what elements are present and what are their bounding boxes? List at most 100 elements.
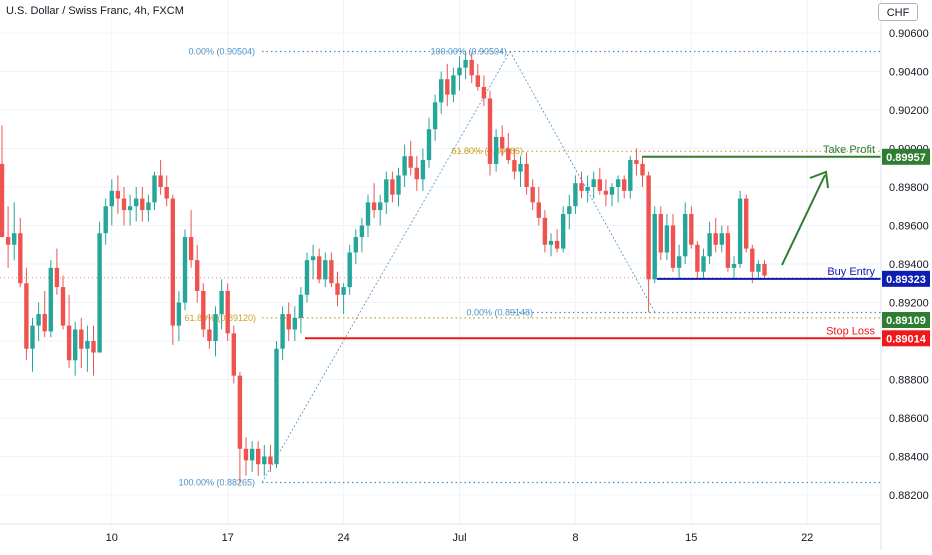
candle-body bbox=[207, 329, 212, 341]
price-tick-label: 0.90200 bbox=[889, 105, 929, 117]
candle-body bbox=[597, 179, 602, 191]
candle-body bbox=[341, 287, 346, 295]
candle-body bbox=[347, 252, 352, 288]
price-tick-label: 0.88600 bbox=[889, 413, 929, 425]
fib-level-label: 0.00% (0.90504) bbox=[188, 46, 255, 56]
price-tag-value: 0.89323 bbox=[886, 274, 926, 286]
candle-body bbox=[548, 240, 554, 245]
candle-body bbox=[323, 260, 328, 280]
candle-body bbox=[213, 314, 218, 341]
candle-body bbox=[304, 260, 310, 295]
candle-body bbox=[463, 59, 468, 68]
candle-body bbox=[36, 314, 41, 326]
fib-trend-line-up bbox=[261, 51, 511, 483]
candle-body bbox=[719, 233, 724, 245]
candle-body bbox=[353, 237, 358, 253]
candle-body bbox=[603, 190, 609, 195]
candle-body bbox=[408, 156, 413, 168]
candle-body bbox=[414, 167, 419, 180]
candle-body bbox=[396, 175, 401, 195]
projection-arrow-line bbox=[781, 174, 826, 266]
candle-body bbox=[542, 217, 548, 245]
candle-body bbox=[432, 102, 438, 130]
candle-body bbox=[652, 213, 657, 280]
candle-body bbox=[628, 160, 633, 191]
time-tick-label: 24 bbox=[337, 532, 349, 544]
candle-body bbox=[536, 202, 541, 218]
price-tick-label: 0.88800 bbox=[889, 375, 929, 387]
candle-body bbox=[109, 190, 114, 207]
candle-body bbox=[744, 198, 749, 249]
candle-body bbox=[670, 225, 676, 268]
candle-body bbox=[158, 175, 163, 187]
candle-body bbox=[329, 260, 334, 284]
candle-body bbox=[585, 187, 590, 191]
candle-body bbox=[274, 348, 279, 465]
take-profit-label: Take Profit bbox=[823, 144, 875, 156]
candle-body bbox=[225, 290, 230, 334]
candle-body bbox=[609, 187, 615, 195]
candle-body bbox=[689, 213, 694, 245]
candle-body bbox=[48, 267, 53, 332]
candle-body bbox=[24, 283, 29, 349]
candle-body bbox=[5, 237, 11, 245]
projection-arrow-head bbox=[809, 170, 829, 189]
candle-body bbox=[762, 264, 767, 276]
candle-body bbox=[402, 156, 407, 176]
price-axis[interactable]: 0.906000.904000.902000.900000.898000.896… bbox=[889, 28, 929, 502]
symbol-title: U.S. Dollar / Swiss Franc, 4h, FXCM bbox=[6, 5, 184, 17]
candle-body bbox=[615, 179, 621, 187]
candle-body bbox=[237, 375, 243, 449]
price-tag-value: 0.89957 bbox=[886, 152, 926, 164]
candle-body bbox=[146, 202, 151, 211]
candle-body bbox=[170, 198, 175, 326]
candle-body bbox=[469, 59, 474, 76]
candle-body bbox=[12, 233, 17, 245]
price-tag-value: 0.89109 bbox=[886, 315, 926, 327]
candle-body bbox=[91, 341, 96, 353]
candle-body bbox=[390, 179, 395, 195]
candles bbox=[0, 51, 881, 484]
price-tag-box bbox=[882, 330, 930, 347]
price-tick-label: 0.89200 bbox=[889, 298, 929, 310]
candle-body bbox=[182, 237, 188, 303]
candle-body bbox=[640, 163, 645, 176]
currency-button[interactable]: CHF bbox=[878, 3, 918, 21]
price-tick-label: 0.89800 bbox=[889, 182, 929, 194]
fib-level-label: 61.80% (0.89986) bbox=[451, 146, 523, 156]
candle-body bbox=[457, 67, 462, 76]
candle-body bbox=[30, 325, 35, 349]
time-tick-label: 10 bbox=[106, 532, 118, 544]
candle-body bbox=[292, 317, 297, 330]
candle-body bbox=[298, 294, 304, 318]
grid-lines bbox=[0, 0, 881, 524]
time-axis[interactable]: 10 17 24 Jul 8 15 22 bbox=[106, 532, 814, 544]
buy-entry-label: Buy Entry bbox=[827, 266, 875, 278]
candle-body bbox=[42, 314, 47, 332]
candle-body bbox=[695, 244, 700, 272]
candle-body bbox=[737, 198, 743, 264]
candle-body bbox=[97, 233, 102, 353]
time-tick-label: 8 bbox=[572, 532, 578, 544]
candle-body bbox=[66, 325, 72, 361]
candle-body bbox=[713, 233, 718, 245]
price-tick-label: 0.90400 bbox=[889, 67, 929, 79]
candle-body bbox=[378, 202, 383, 211]
candle-body bbox=[426, 129, 432, 161]
candle-body bbox=[60, 287, 66, 326]
candle-body bbox=[286, 314, 291, 330]
price-axis-labels: 0.89957 0.89323 0.89014 0.89109 bbox=[882, 148, 930, 347]
price-tick-label: 0.89600 bbox=[889, 221, 929, 233]
stop-loss-label: Stop Loss bbox=[826, 325, 875, 337]
candle-body bbox=[384, 179, 389, 203]
candle-body bbox=[756, 264, 761, 272]
candle-body bbox=[164, 187, 169, 199]
candle-body bbox=[573, 183, 578, 207]
candle-body bbox=[256, 448, 261, 465]
candle-body bbox=[500, 136, 505, 149]
fib-level-label: 61.80% (0.89120) bbox=[184, 313, 256, 323]
time-tick-label: Jul bbox=[452, 532, 466, 544]
candle-body bbox=[243, 448, 249, 461]
candle-body bbox=[317, 256, 322, 280]
